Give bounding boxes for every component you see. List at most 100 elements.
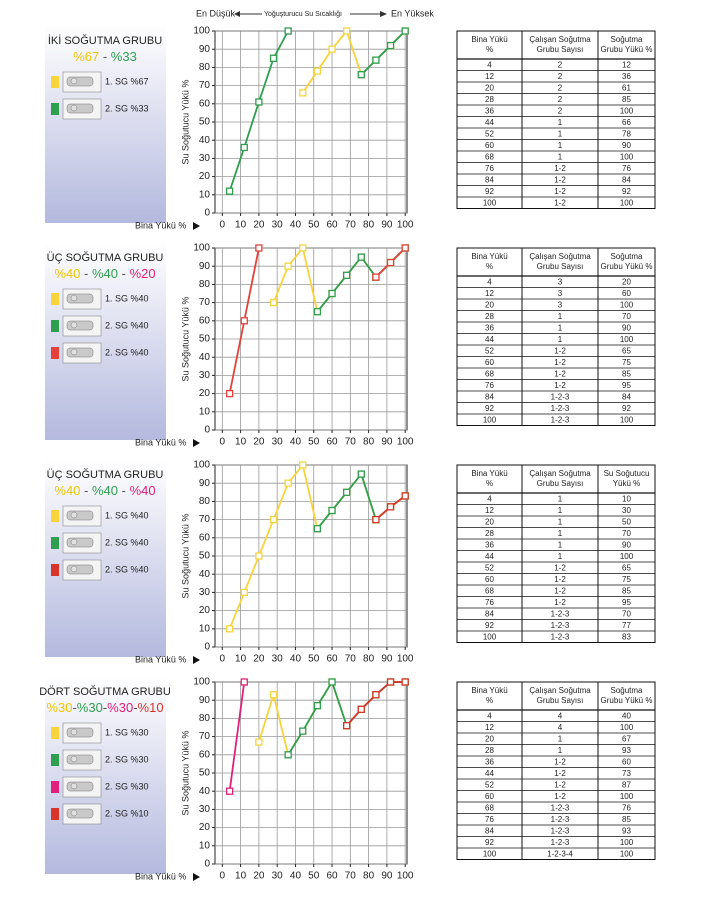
chiller-icon-part — [70, 77, 78, 85]
table-cell: 2 — [558, 60, 563, 69]
table-cell: 52 — [485, 563, 494, 572]
table-header-cell: Grubu Yükü % — [601, 262, 653, 271]
chiller-icon-part — [70, 348, 78, 356]
table-header-cell: Grubu Sayısı — [537, 262, 584, 271]
table-cell: 2 — [558, 95, 563, 104]
table-header-cell: Bina Yükü — [471, 35, 507, 44]
data-point — [372, 691, 380, 699]
legend-swatch — [51, 76, 59, 88]
table-cell: 77 — [622, 621, 631, 630]
y-tick-label: 20 — [199, 388, 211, 399]
legend-swatch — [51, 537, 59, 549]
x-tick-label: 50 — [308, 871, 320, 882]
y-tick-label: 50 — [199, 551, 211, 562]
table-cell: 3 — [558, 289, 563, 298]
table-cell: 1-2-3 — [551, 815, 570, 824]
table-cell: 20 — [485, 517, 494, 526]
legend-swatch — [51, 293, 59, 305]
data-point — [386, 41, 395, 50]
x-tick-label: 10 — [235, 871, 247, 882]
legend-label: 2. SG %30 — [105, 781, 149, 791]
table-cell: 68 — [485, 369, 494, 378]
table-cell: 1-2 — [554, 369, 566, 378]
legend-label: 1. SG %40 — [105, 293, 149, 303]
table-cell: 95 — [622, 381, 631, 390]
table-cell: 100 — [483, 415, 497, 424]
data-point — [328, 678, 336, 686]
chiller-icon-part — [70, 294, 78, 302]
table-cell: 84 — [485, 392, 494, 401]
table-cell: 60 — [622, 289, 631, 298]
data-point — [284, 27, 292, 35]
data-point — [225, 187, 234, 195]
table-cell: 90 — [622, 540, 631, 549]
share: %40 — [130, 483, 156, 498]
share: %40 — [54, 483, 80, 498]
table-frame — [456, 464, 656, 643]
table-cell: 100 — [620, 415, 634, 424]
x-axis-label: Bina Yükü % — [135, 220, 186, 230]
chiller-icon-part — [70, 782, 78, 790]
table-cell: 4 — [487, 494, 492, 503]
legend-swatch — [51, 564, 59, 576]
y-axis-label: Su Soğutucu Yükü % — [180, 731, 190, 816]
table-cell: 2 — [558, 83, 563, 92]
x-tick-label: 70 — [345, 437, 357, 448]
y-tick-label: 20 — [199, 822, 211, 833]
table-cell: 1 — [558, 118, 563, 127]
table-cell: 12 — [622, 60, 631, 69]
table-cell: 12 — [485, 506, 494, 515]
table-header-cell: Soğutma — [610, 252, 643, 261]
data-point — [386, 258, 395, 267]
group-title: ÜÇ SOĞUTMA GRUBU — [47, 251, 164, 264]
table-cell: 1-2 — [554, 381, 566, 390]
table-cell: 20 — [622, 277, 631, 286]
y-tick-label: 60 — [199, 749, 211, 760]
y-tick-label: 70 — [199, 297, 211, 308]
share: %30 — [46, 700, 72, 715]
data-point — [284, 751, 292, 759]
table-header-cell: Çalışan Soğutma — [529, 35, 591, 44]
table-cell: 65 — [622, 563, 631, 572]
y-tick-label: 20 — [199, 605, 211, 616]
y-tick-label: 90 — [199, 695, 211, 706]
table-cell: 1-2-3 — [551, 609, 570, 618]
y-tick-label: 10 — [199, 840, 211, 851]
data-point — [225, 389, 234, 398]
legend-swatch — [51, 808, 59, 820]
data-point — [240, 143, 248, 152]
x-tick-label: 100 — [397, 437, 414, 448]
y-tick-label: 70 — [199, 514, 211, 525]
y-tick-label: 50 — [199, 117, 211, 128]
table-cell: 78 — [622, 129, 631, 138]
x-tick-label: 50 — [308, 220, 320, 231]
y-tick-label: 80 — [199, 279, 211, 290]
table-frame — [456, 681, 656, 860]
series-line — [228, 681, 246, 792]
table-cell: 1-2-3 — [551, 415, 570, 424]
legend-label: 1. SG %40 — [105, 510, 149, 520]
table-cell: 92 — [485, 404, 494, 413]
table-cell: 87 — [622, 780, 631, 789]
data-point — [343, 722, 351, 730]
data-point — [343, 271, 351, 279]
table-cell: 1-2 — [554, 346, 566, 355]
table-cell: 28 — [485, 746, 494, 755]
x-tick-label: 40 — [290, 654, 302, 665]
table-cell: 76 — [485, 164, 494, 173]
legend-label: 2. SG %33 — [105, 103, 149, 113]
table-cell: 100 — [620, 198, 634, 207]
x-tick-label: 40 — [290, 871, 302, 882]
table-header-cell: Bina Yükü — [471, 469, 507, 478]
info-box — [45, 242, 166, 440]
y-tick-label: 40 — [199, 352, 211, 363]
y-tick-label: 60 — [199, 532, 211, 543]
table-cell: 92 — [485, 838, 494, 847]
x-tick-label: 60 — [326, 437, 338, 448]
x-tick-label: 30 — [272, 654, 284, 665]
table-cell: 76 — [485, 381, 494, 390]
x-tick-label: 50 — [308, 654, 320, 665]
table-cell: 60 — [622, 757, 631, 766]
table-cell: 100 — [620, 792, 634, 801]
table-header-cell: % — [486, 479, 493, 488]
